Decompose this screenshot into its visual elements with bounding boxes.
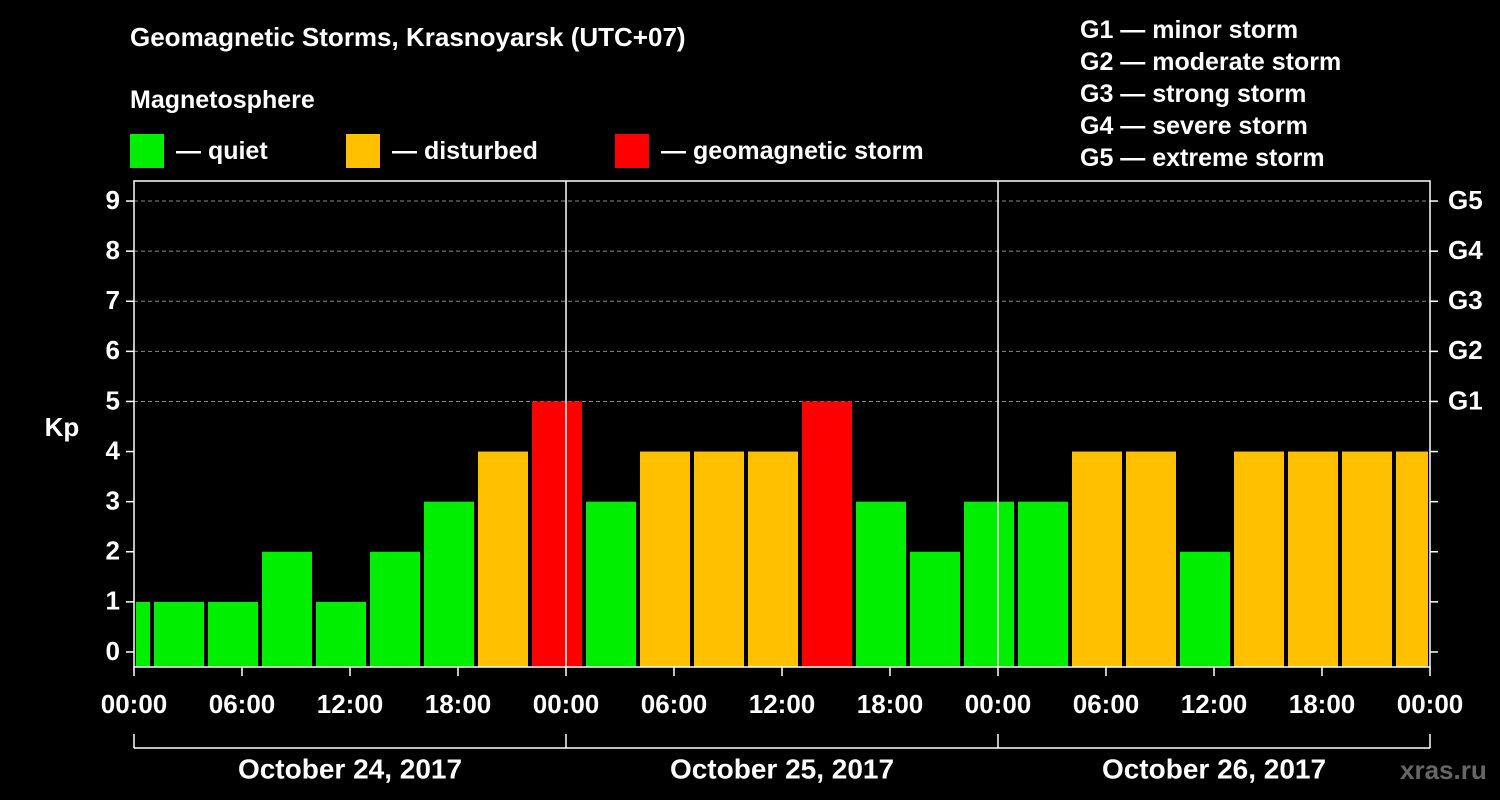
day-label-0: October 24, 2017: [238, 753, 462, 784]
kp-bar-10: [640, 451, 690, 667]
day-label-1: October 25, 2017: [670, 753, 894, 784]
kp-bar-0: [136, 601, 150, 667]
g-level-label-g5: G5: [1448, 185, 1483, 215]
kp-bar-16: [964, 501, 1014, 667]
kp-bar-14: [856, 501, 906, 667]
kp-bar-8: [532, 401, 582, 667]
x-tick-label-1: 06:00: [209, 689, 276, 719]
y-tick-label-9: 9: [106, 185, 120, 215]
y-tick-label-4: 4: [106, 435, 121, 465]
x-tick-label-0: 00:00: [101, 689, 168, 719]
y-tick-label-1: 1: [106, 586, 120, 616]
legend-item-disturbed: — disturbed: [346, 134, 538, 168]
g-scale-g2: G2 — moderate storm: [1080, 48, 1342, 76]
kp-bar-17: [1018, 501, 1068, 667]
x-tick-label-3: 18:00: [425, 689, 492, 719]
day-label-2: October 26, 2017: [1102, 753, 1326, 784]
g-scale-g4: G4 — severe storm: [1080, 112, 1308, 140]
g-level-label-g4: G4: [1448, 235, 1483, 265]
x-tick-label-11: 18:00: [1289, 689, 1356, 719]
y-tick-label-2: 2: [106, 536, 120, 566]
g-scale-g3: G3 — strong storm: [1080, 80, 1307, 108]
g-level-label-g3: G3: [1448, 285, 1483, 315]
watermark: xras.ru: [1400, 755, 1487, 785]
x-tick-label-4: 00:00: [533, 689, 600, 719]
y-tick-label-3: 3: [106, 486, 120, 516]
kp-bar-24: [1396, 451, 1428, 667]
x-tick-label-12: 00:00: [1397, 689, 1464, 719]
y-tick-label-7: 7: [106, 285, 120, 315]
kp-bar-12: [748, 451, 798, 667]
legend-item-storm: — geomagnetic storm: [615, 134, 924, 168]
y-tick-label-8: 8: [106, 235, 120, 265]
kp-bar-19: [1126, 451, 1176, 667]
y-tick-label-0: 0: [106, 636, 120, 666]
g-level-label-g2: G2: [1448, 335, 1483, 365]
g-level-label-g1: G1: [1448, 385, 1483, 415]
kp-bar-13: [802, 401, 852, 667]
g-scale-g5: G5 — extreme storm: [1080, 144, 1325, 172]
y-tick-label-5: 5: [106, 385, 120, 415]
kp-bar-22: [1288, 451, 1338, 667]
kp-bar-3: [262, 551, 312, 667]
kp-bar-6: [424, 501, 474, 667]
kp-bar-18: [1072, 451, 1122, 667]
kp-bar-7: [478, 451, 528, 667]
kp-bar-15: [910, 551, 960, 667]
x-tick-label-5: 06:00: [641, 689, 708, 719]
kp-bar-20: [1180, 551, 1230, 667]
x-tick-label-9: 06:00: [1073, 689, 1140, 719]
legend-swatch-disturbed: [346, 134, 380, 168]
legend-label-storm: — geomagnetic storm: [661, 136, 924, 165]
x-tick-label-2: 12:00: [317, 689, 384, 719]
kp-bar-2: [208, 601, 258, 667]
kp-bar-21: [1234, 451, 1284, 667]
x-tick-label-6: 12:00: [749, 689, 816, 719]
chart-title: Geomagnetic Storms, Krasnoyarsk (UTC+07): [130, 22, 686, 52]
legend-label-disturbed: — disturbed: [392, 136, 538, 165]
g-scale-g1: G1 — minor storm: [1080, 16, 1299, 44]
x-tick-label-7: 18:00: [857, 689, 924, 719]
y-tick-label-6: 6: [106, 335, 120, 365]
kp-bar-4: [316, 601, 366, 667]
kp-bar-5: [370, 551, 420, 667]
x-tick-label-10: 12:00: [1181, 689, 1248, 719]
legend-item-quiet: — quiet: [130, 134, 268, 168]
legend-label-quiet: — quiet: [176, 136, 268, 165]
kp-bar-1: [154, 601, 204, 667]
x-tick-label-8: 00:00: [965, 689, 1032, 719]
legend-swatch-quiet: [130, 134, 164, 168]
kp-bar-11: [694, 451, 744, 667]
y-axis-label: Kp: [45, 412, 80, 442]
legend-swatch-storm: [615, 134, 649, 168]
legend-heading: Magnetosphere: [130, 86, 315, 114]
kp-bar-23: [1342, 451, 1392, 667]
kp-bar-9: [586, 501, 636, 667]
g-scale-legend: G1 — minor storm G2 — moderate storm G3 …: [1080, 14, 1341, 174]
